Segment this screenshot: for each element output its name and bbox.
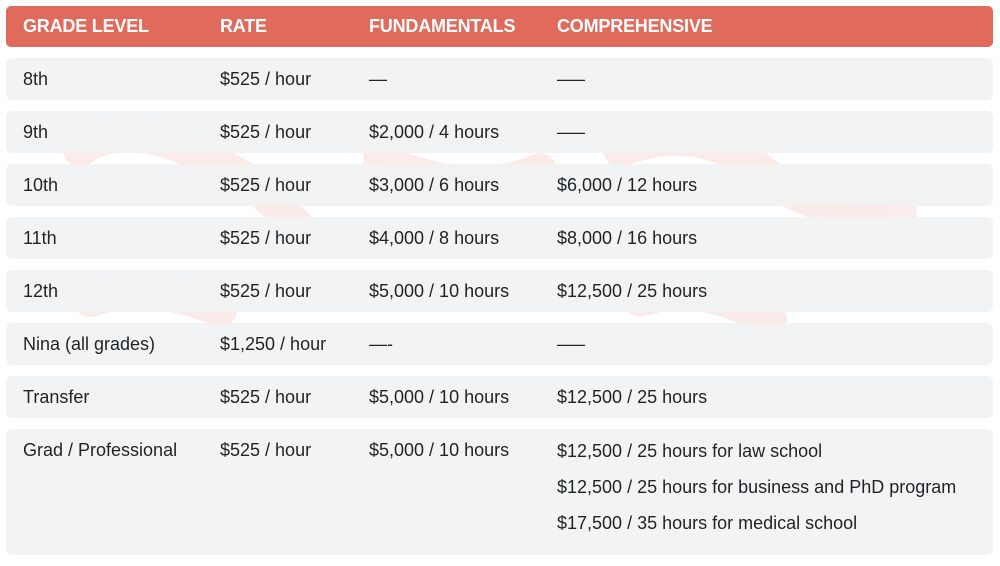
comprehensive-line: $6,000 / 12 hours xyxy=(557,174,698,195)
comprehensive-line: $12,500 / 25 hours for law school xyxy=(557,441,823,461)
table-row: Grad / Professional $525 / hour $5,000 /… xyxy=(6,429,993,555)
comprehensive-cell: $12,500 / 25 hours xyxy=(540,281,993,302)
comprehensive-cell: —– xyxy=(540,122,993,143)
rate-cell: $525 / hour xyxy=(220,227,312,248)
header-fundamentals: FUNDAMENTALS xyxy=(369,16,516,36)
table-row: 10th $525 / hour $3,000 / 6 hours $6,000… xyxy=(6,164,993,206)
grade-cell: 11th xyxy=(23,227,57,248)
header-grade-level: GRADE LEVEL xyxy=(23,16,149,36)
comprehensive-cell: —– xyxy=(540,69,993,90)
table-row: Transfer $525 / hour $5,000 / 10 hours $… xyxy=(6,376,993,418)
comprehensive-line: $17,500 / 35 hours for medical school xyxy=(557,513,858,533)
comprehensive-line: $12,500 / 25 hours xyxy=(557,280,708,301)
table-row: 11th $525 / hour $4,000 / 8 hours $8,000… xyxy=(6,217,993,259)
comprehensive-line: $12,500 / 25 hours for business and PhD … xyxy=(557,477,957,497)
grade-cell: 10th xyxy=(23,174,59,195)
comprehensive-cell: $12,500 / 25 hours xyxy=(540,387,993,408)
comprehensive-cell: $6,000 / 12 hours xyxy=(540,175,993,196)
table-header: GRADE LEVEL RATE FUNDAMENTALS COMPREHENS… xyxy=(6,6,993,47)
grade-cell: Grad / Professional xyxy=(23,440,178,460)
rate-cell: $1,250 / hour xyxy=(220,333,327,354)
table-row: 9th $525 / hour $2,000 / 4 hours —– xyxy=(6,111,993,153)
grade-cell: 12th xyxy=(23,280,59,301)
fundamentals-cell: $5,000 / 10 hours xyxy=(369,280,510,301)
comprehensive-line: —– xyxy=(557,121,586,142)
grade-cell: Transfer xyxy=(23,386,90,407)
table-row: 8th $525 / hour — —– xyxy=(6,58,993,100)
comprehensive-line: —– xyxy=(557,68,586,89)
fundamentals-cell: $5,000 / 10 hours xyxy=(369,386,510,407)
comprehensive-cell: $12,500 / 25 hours for law school $12,50… xyxy=(540,429,993,541)
fundamentals-cell: —- xyxy=(369,333,393,354)
comprehensive-line: $8,000 / 16 hours xyxy=(557,227,698,248)
table-row: Nina (all grades) $1,250 / hour —- —– xyxy=(6,323,993,365)
comprehensive-cell: —– xyxy=(540,334,993,355)
rate-cell: $525 / hour xyxy=(220,174,312,195)
fundamentals-cell: — xyxy=(369,68,387,89)
comprehensive-line: —– xyxy=(557,333,586,354)
comprehensive-line: $12,500 / 25 hours xyxy=(557,386,708,407)
rate-cell: $525 / hour xyxy=(220,280,312,301)
rate-cell: $525 / hour xyxy=(220,121,312,142)
rate-cell: $525 / hour xyxy=(220,68,312,89)
fundamentals-cell: $3,000 / 6 hours xyxy=(369,174,500,195)
grade-cell: Nina (all grades) xyxy=(23,333,156,354)
pricing-table: GRADE LEVEL RATE FUNDAMENTALS COMPREHENS… xyxy=(6,6,993,555)
comprehensive-cell: $8,000 / 16 hours xyxy=(540,228,993,249)
header-comprehensive: COMPREHENSIVE xyxy=(557,16,713,36)
fundamentals-cell: $2,000 / 4 hours xyxy=(369,121,500,142)
grade-cell: 8th xyxy=(23,68,49,89)
grade-cell: 9th xyxy=(23,121,49,142)
fundamentals-cell: $4,000 / 8 hours xyxy=(369,227,500,248)
fundamentals-cell: $5,000 / 10 hours xyxy=(369,440,510,460)
rate-cell: $525 / hour xyxy=(220,440,312,460)
header-rate: RATE xyxy=(220,16,267,36)
rate-cell: $525 / hour xyxy=(220,386,312,407)
table-row: 12th $525 / hour $5,000 / 10 hours $12,5… xyxy=(6,270,993,312)
